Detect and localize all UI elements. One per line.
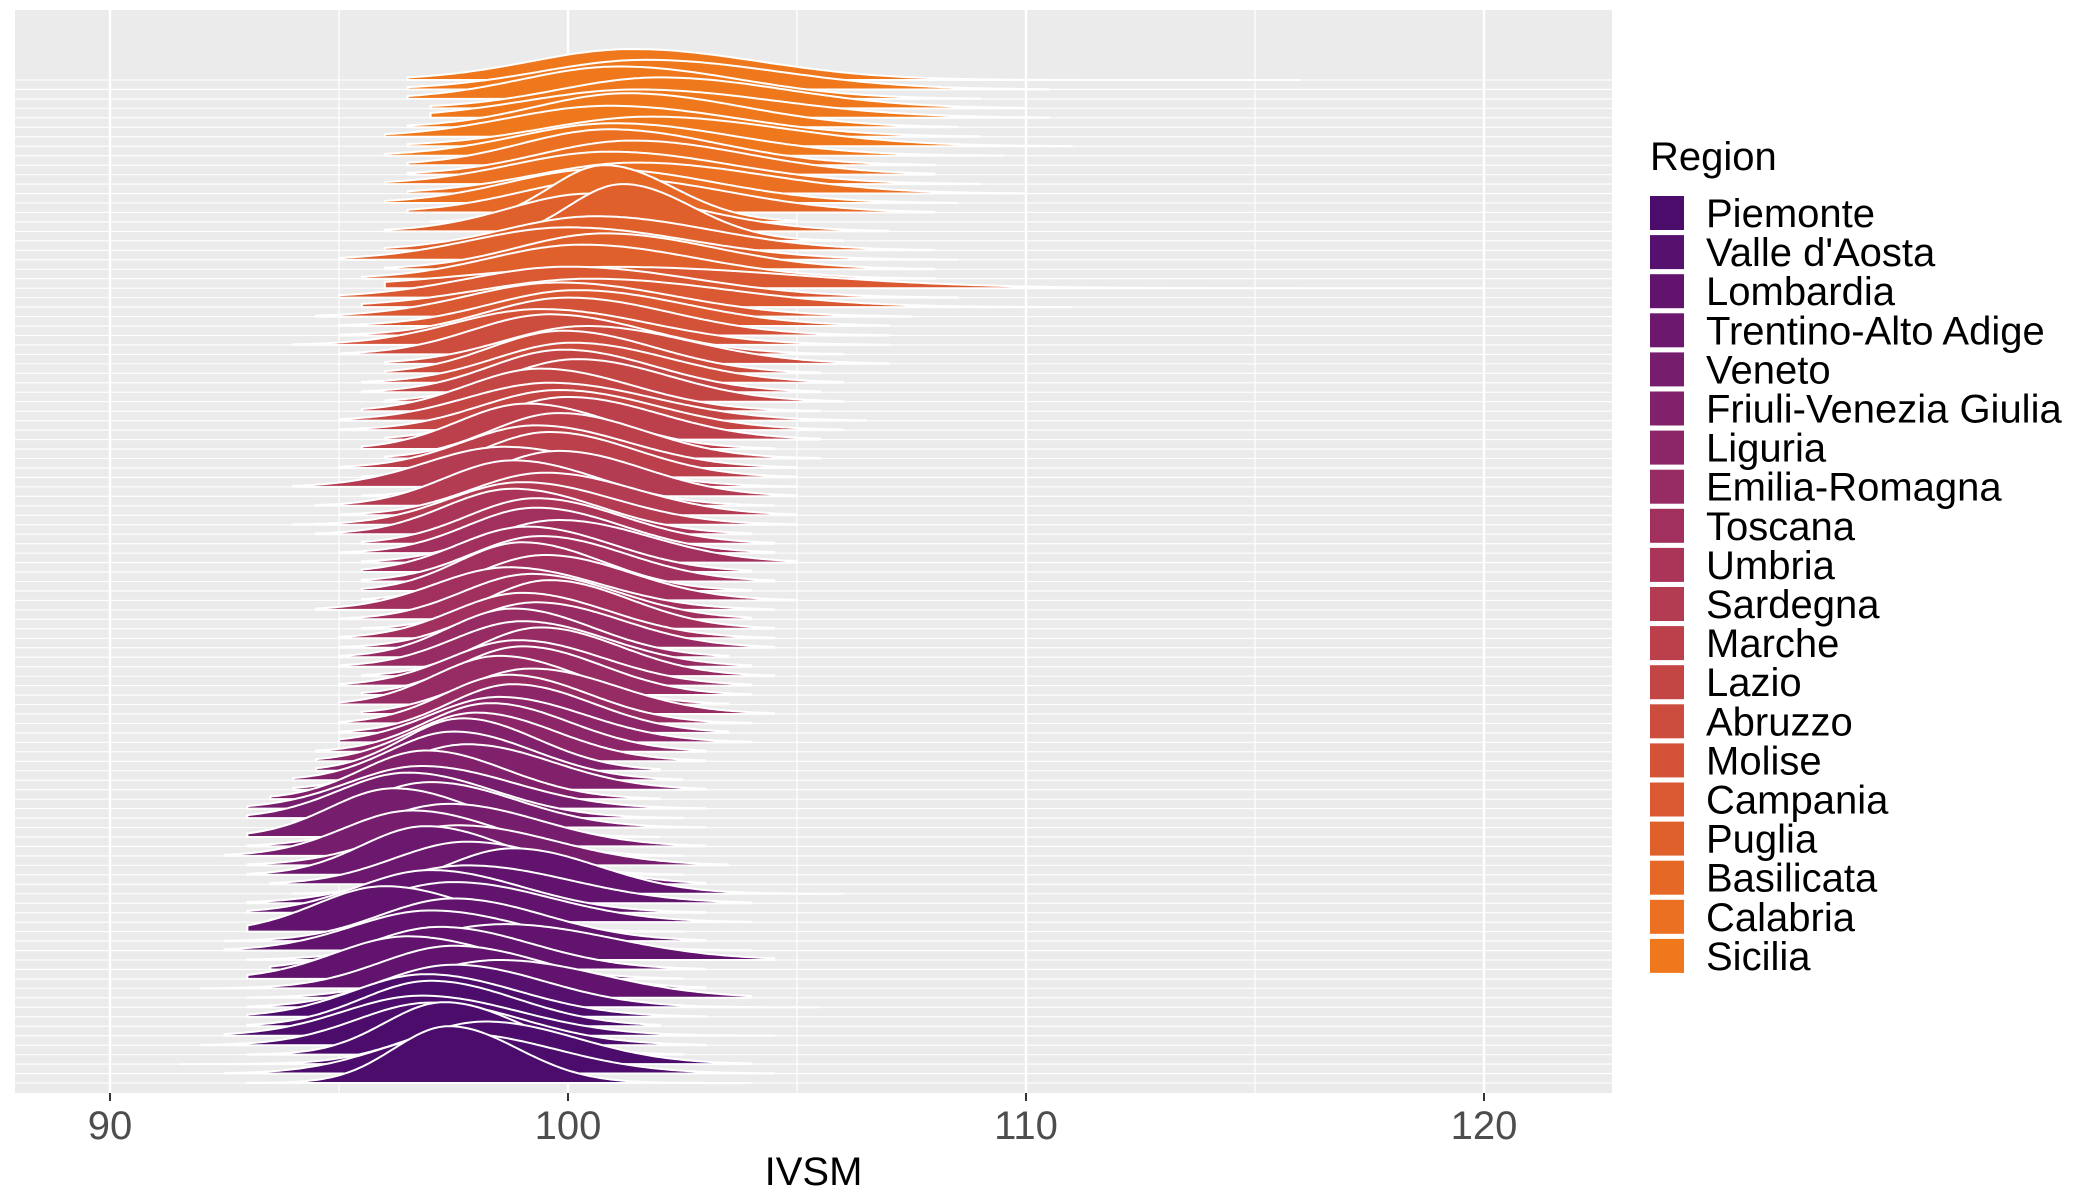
legend-key (1650, 352, 1684, 387)
legend-label: Valle d'Aosta (1706, 231, 1936, 275)
legend-label: Liguria (1706, 427, 1827, 471)
legend-key (1650, 860, 1684, 895)
legend-key (1650, 782, 1684, 817)
x-axis-title: IVSM (765, 1150, 863, 1194)
legend-key (1650, 899, 1684, 934)
legend-label: Lombardia (1706, 270, 1896, 314)
legend-label: Veneto (1706, 348, 1831, 392)
legend-label: Calabria (1706, 896, 1856, 940)
legend-key (1650, 665, 1684, 700)
legend-label: Abruzzo (1706, 700, 1853, 744)
x-tick-label: 120 (1451, 1104, 1518, 1148)
legend-key (1650, 547, 1684, 582)
legend-label: Lazio (1706, 661, 1802, 705)
legend-key (1650, 313, 1684, 348)
legend-label: Trentino-Alto Adige (1706, 309, 2045, 353)
legend-key (1650, 743, 1684, 778)
legend-label: Emilia-Romagna (1706, 466, 2002, 510)
legend-label: Marche (1706, 622, 1839, 666)
legend-label: Molise (1706, 739, 1822, 783)
legend-label: Campania (1706, 779, 1889, 823)
legend-label: Basilicata (1706, 857, 1878, 901)
legend-key (1650, 196, 1684, 230)
legend-key (1650, 469, 1684, 504)
legend-key (1650, 391, 1684, 426)
legend-key (1650, 587, 1684, 621)
legend-key (1650, 274, 1684, 309)
legend-title: Region (1650, 135, 1777, 179)
ridge-puglia (360, 243, 936, 280)
legend-label: Umbria (1706, 544, 1836, 588)
x-tick-label: 90 (88, 1104, 133, 1148)
ridge-piemonte (246, 1025, 752, 1084)
ridges (178, 47, 1484, 1084)
legend-label: Sicilia (1706, 935, 1811, 979)
legend-key (1650, 430, 1684, 465)
legend-key (1650, 704, 1684, 739)
legend-label: Friuli-Venezia Giulia (1706, 388, 2062, 432)
legend-key (1650, 821, 1684, 856)
legend-label: Sardegna (1706, 583, 1880, 627)
x-tick-label: 110 (994, 1104, 1058, 1148)
legend-key (1650, 508, 1684, 543)
legend-key (1650, 938, 1684, 973)
x-tick-label: 100 (535, 1104, 602, 1148)
legend-label: Puglia (1706, 818, 1818, 862)
legend-key (1650, 626, 1684, 661)
legend-key (1650, 235, 1684, 270)
x-axis: 90 100 110 120 (88, 1093, 1518, 1148)
legend-label: Toscana (1706, 505, 1856, 549)
legend-label: Piemonte (1706, 192, 1875, 236)
